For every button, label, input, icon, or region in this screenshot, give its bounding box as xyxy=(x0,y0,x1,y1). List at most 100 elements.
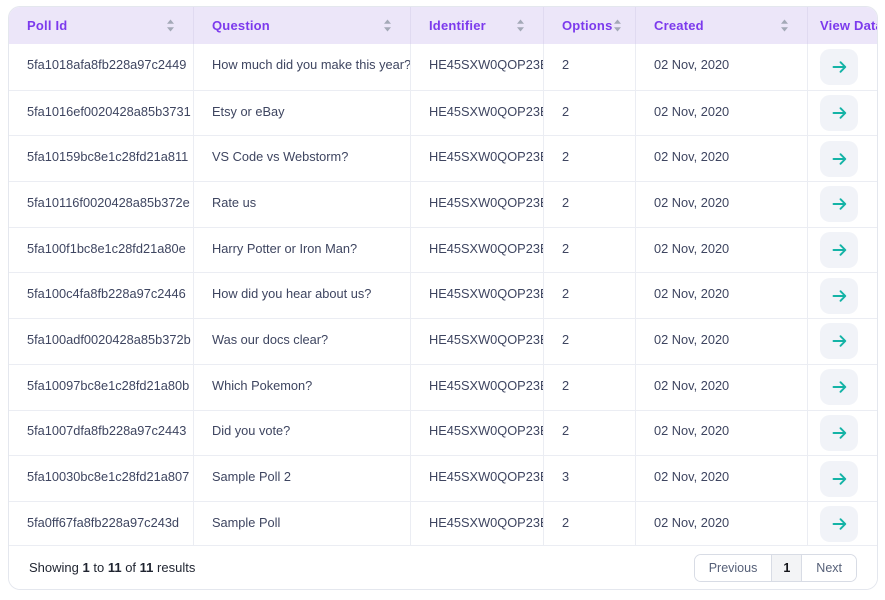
created-cell: 02 Nov, 2020 xyxy=(636,409,808,456)
table-footer: Showing 1 to 11 of 11 results Previous 1… xyxy=(9,545,877,589)
view-data-button[interactable] xyxy=(820,95,858,132)
arrow-right-icon xyxy=(831,471,848,487)
question-cell: Did you vote? xyxy=(194,409,411,456)
column-header-view-data: View Data xyxy=(808,7,877,44)
view-data-cell xyxy=(808,500,877,545)
options-cell: 2 xyxy=(544,89,636,136)
created-cell: 02 Nov, 2020 xyxy=(636,44,808,90)
view-data-button[interactable] xyxy=(820,414,858,451)
question-cell: How did you hear about us? xyxy=(194,272,411,319)
next-page-button[interactable]: Next xyxy=(802,554,856,581)
identifier-cell: HE45SXW0QOP23E xyxy=(411,409,544,456)
poll-id-cell: 5fa100c4fa8fb228a97c2446 xyxy=(9,272,194,319)
column-header-created[interactable]: Created xyxy=(636,7,808,44)
results-total: 11 xyxy=(139,560,154,575)
sort-icon[interactable] xyxy=(780,19,789,32)
created-cell: 02 Nov, 2020 xyxy=(636,363,808,410)
polls-table-card: Poll Id Question xyxy=(8,6,878,590)
poll-id-cell: 5fa10159bc8e1c28fd21a811 xyxy=(9,135,194,182)
view-data-button[interactable] xyxy=(820,460,858,497)
table-row: 5fa10030bc8e1c28fd21a807 Sample Poll 2 H… xyxy=(9,455,877,501)
options-cell: 2 xyxy=(544,409,636,456)
sort-icon[interactable] xyxy=(383,19,392,32)
view-data-cell xyxy=(808,181,877,227)
arrow-right-icon xyxy=(831,105,848,121)
created-cell: 02 Nov, 2020 xyxy=(636,455,808,501)
table-row: 5fa100f1bc8e1c28fd21a80e Harry Potter or… xyxy=(9,226,877,273)
poll-id-cell: 5fa10030bc8e1c28fd21a807 xyxy=(9,455,194,501)
created-cell: 02 Nov, 2020 xyxy=(636,89,808,136)
question-cell: Was our docs clear? xyxy=(194,318,411,364)
table-row: 5fa1016ef0020428a85b3731 Etsy or eBay HE… xyxy=(9,89,877,136)
table-row: 5fa10159bc8e1c28fd21a811 VS Code vs Webs… xyxy=(9,135,877,182)
question-cell: VS Code vs Webstorm? xyxy=(194,135,411,182)
results-summary: Showing 1 to 11 of 11 results xyxy=(29,560,196,575)
column-label-created: Created xyxy=(654,18,704,33)
identifier-cell: HE45SXW0QOP23E xyxy=(411,181,544,227)
question-cell: Sample Poll xyxy=(194,500,411,545)
table-row: 5fa100c4fa8fb228a97c2446 How did you hea… xyxy=(9,272,877,319)
arrow-right-icon xyxy=(831,288,848,304)
view-data-button[interactable] xyxy=(820,232,858,269)
created-cell: 02 Nov, 2020 xyxy=(636,272,808,319)
poll-id-cell: 5fa1016ef0020428a85b3731 xyxy=(9,89,194,136)
column-header-poll-id[interactable]: Poll Id xyxy=(9,7,194,44)
identifier-cell: HE45SXW0QOP23E xyxy=(411,272,544,319)
view-data-button[interactable] xyxy=(820,186,858,223)
poll-id-cell: 5fa100adf0020428a85b372b xyxy=(9,318,194,364)
table-row: 5fa100adf0020428a85b372b Was our docs cl… xyxy=(9,318,877,364)
table-row: 5fa1018afa8fb228a97c2449 How much did yo… xyxy=(9,44,877,90)
view-data-cell xyxy=(808,318,877,364)
results-to: 11 xyxy=(107,560,122,575)
view-data-button[interactable] xyxy=(820,48,858,85)
column-header-options[interactable]: Options xyxy=(544,7,636,44)
identifier-cell: HE45SXW0QOP23E xyxy=(411,135,544,182)
sort-icon[interactable] xyxy=(613,19,622,32)
created-cell: 02 Nov, 2020 xyxy=(636,181,808,227)
question-cell: How much did you make this year? xyxy=(194,44,411,90)
created-cell: 02 Nov, 2020 xyxy=(636,226,808,273)
table-row: 5fa10097bc8e1c28fd21a80b Which Pokemon? … xyxy=(9,363,877,410)
identifier-cell: HE45SXW0QOP23E xyxy=(411,44,544,90)
arrow-right-icon xyxy=(831,379,848,395)
column-header-question[interactable]: Question xyxy=(194,7,411,44)
table-row: 5fa1007dfa8fb228a97c2443 Did you vote? H… xyxy=(9,409,877,456)
view-data-button[interactable] xyxy=(820,506,858,543)
arrow-right-icon xyxy=(831,242,848,258)
arrow-right-icon xyxy=(831,425,848,441)
view-data-button[interactable] xyxy=(820,369,858,406)
identifier-cell: HE45SXW0QOP23E xyxy=(411,89,544,136)
question-cell: Which Pokemon? xyxy=(194,363,411,410)
view-data-cell xyxy=(808,363,877,410)
poll-id-cell: 5fa10097bc8e1c28fd21a80b xyxy=(9,363,194,410)
sort-icon[interactable] xyxy=(166,19,175,32)
question-cell: Sample Poll 2 xyxy=(194,455,411,501)
poll-id-cell: 5fa1018afa8fb228a97c2449 xyxy=(9,44,194,90)
polls-table: Poll Id Question xyxy=(9,7,877,545)
options-cell: 2 xyxy=(544,226,636,273)
results-from: 1 xyxy=(82,560,90,575)
view-data-cell xyxy=(808,135,877,182)
current-page-button[interactable]: 1 xyxy=(771,554,803,581)
view-data-button[interactable] xyxy=(820,140,858,177)
view-data-cell xyxy=(808,226,877,273)
table-body: 5fa1018afa8fb228a97c2449 How much did yo… xyxy=(9,44,877,545)
results-summary-prefix: Showing xyxy=(29,560,79,575)
identifier-cell: HE45SXW0QOP23E xyxy=(411,363,544,410)
column-label-options: Options xyxy=(562,18,613,33)
previous-page-button[interactable]: Previous xyxy=(694,554,772,581)
view-data-cell xyxy=(808,409,877,456)
arrow-right-icon xyxy=(831,196,848,212)
column-label-question: Question xyxy=(212,18,270,33)
view-data-cell xyxy=(808,272,877,319)
view-data-button[interactable] xyxy=(820,277,858,314)
arrow-right-icon xyxy=(831,516,848,532)
view-data-button[interactable] xyxy=(820,323,858,360)
column-header-identifier[interactable]: Identifier xyxy=(411,7,544,44)
poll-id-cell: 5fa0ff67fa8fb228a97c243d xyxy=(9,500,194,545)
identifier-cell: HE45SXW0QOP23E xyxy=(411,500,544,545)
view-data-cell xyxy=(808,44,877,90)
sort-icon[interactable] xyxy=(516,19,525,32)
options-cell: 2 xyxy=(544,500,636,545)
options-cell: 2 xyxy=(544,135,636,182)
